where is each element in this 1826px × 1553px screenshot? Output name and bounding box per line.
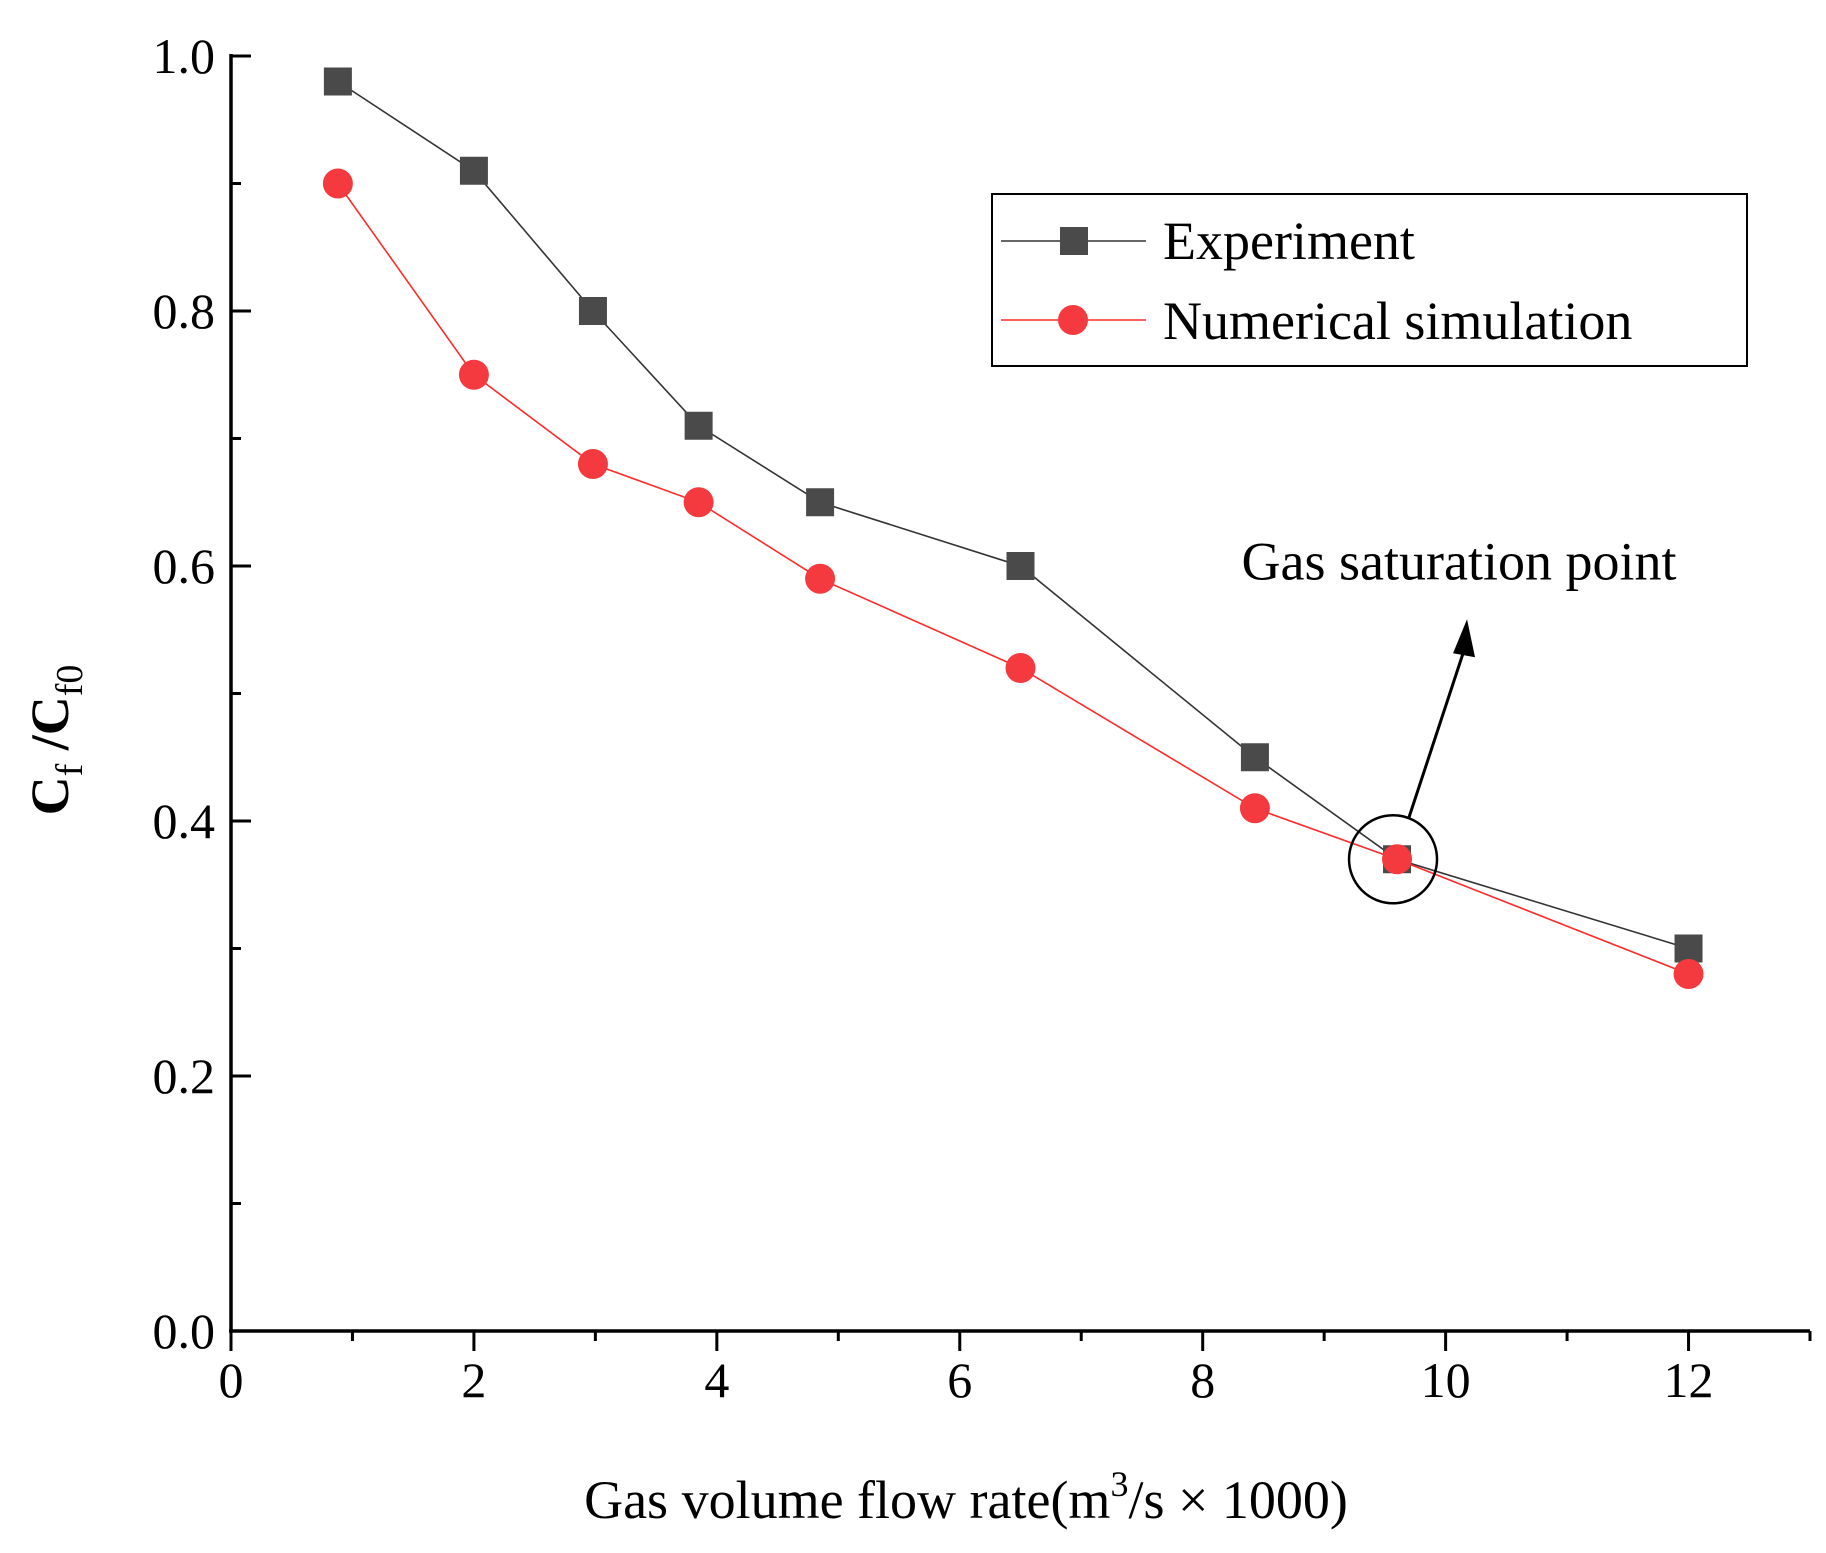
experiment-point [459,156,488,185]
y-tick-label: 0.8 [153,283,216,339]
legend-marker-experiment [1060,227,1088,255]
y-axis-title-sub2: f0 [49,665,91,697]
experiment-point [1674,934,1703,963]
y-tick-label: 0.2 [153,1048,216,1104]
y-tick-label: 0.4 [153,793,216,849]
experiment-point [806,488,835,517]
simulation-point [322,168,353,199]
y-axis-title-sub1: f [49,763,91,776]
simulation-point [1005,653,1036,683]
annotation-arrow-line [1407,640,1469,818]
x-tick-label: 2 [461,1352,486,1408]
y-tick-label: 0.6 [153,538,216,594]
y-tick-label: 1.0 [153,28,216,84]
x-tick-label: 4 [704,1352,729,1408]
legend: Experiment Numerical simulation [991,193,1748,367]
x-axis-title-main: Gas volume flow rate(m [584,1470,1110,1530]
annotation-label: Gas saturation point [1242,531,1677,591]
simulation-point [577,449,608,479]
simulation-point [1673,959,1704,989]
y-axis-title-c2: /C [20,696,80,764]
experiment-point [323,67,352,96]
x-axis-title: Gas volume flow rate(m3/s × 1000) [584,1464,1348,1530]
y-tick-label: 0.0 [153,1303,216,1359]
y-axis-title-c1: C [20,776,80,815]
simulation-point [805,563,836,594]
x-tick-label: 12 [1664,1352,1714,1408]
experiment-point [684,411,713,440]
simulation-point [1382,844,1413,875]
x-tick-label: 6 [947,1352,972,1408]
experiment-point [1240,743,1269,772]
series-markers [322,67,1704,989]
axes: 0.0 0.2 0.4 0.6 0.8 1.0 0 2 4 6 8 10 12 [153,28,1812,1408]
x-tick-label: 0 [219,1352,244,1408]
simulation-point [1239,793,1270,824]
simulation-point [683,487,714,518]
legend-marker-simulation [1058,305,1088,335]
experiment-point [578,297,607,325]
legend-label-experiment: Experiment [1163,211,1415,271]
annotation-arrow-head [1453,619,1476,658]
legend-box [991,193,1748,367]
x-axis-title-sup: 3 [1110,1464,1128,1504]
experiment-point [1006,552,1035,580]
simulation-point [458,359,489,390]
legend-label-simulation: Numerical simulation [1163,291,1632,351]
x-tick-label: 8 [1190,1352,1215,1408]
annotation: Gas saturation point [1242,531,1677,905]
y-axis-title: Cf /Cf0 [20,665,91,816]
saturation-circle [1347,814,1439,905]
x-tick-label: 10 [1421,1352,1471,1408]
x-axis-title-tail: /s × 1000) [1128,1470,1347,1530]
